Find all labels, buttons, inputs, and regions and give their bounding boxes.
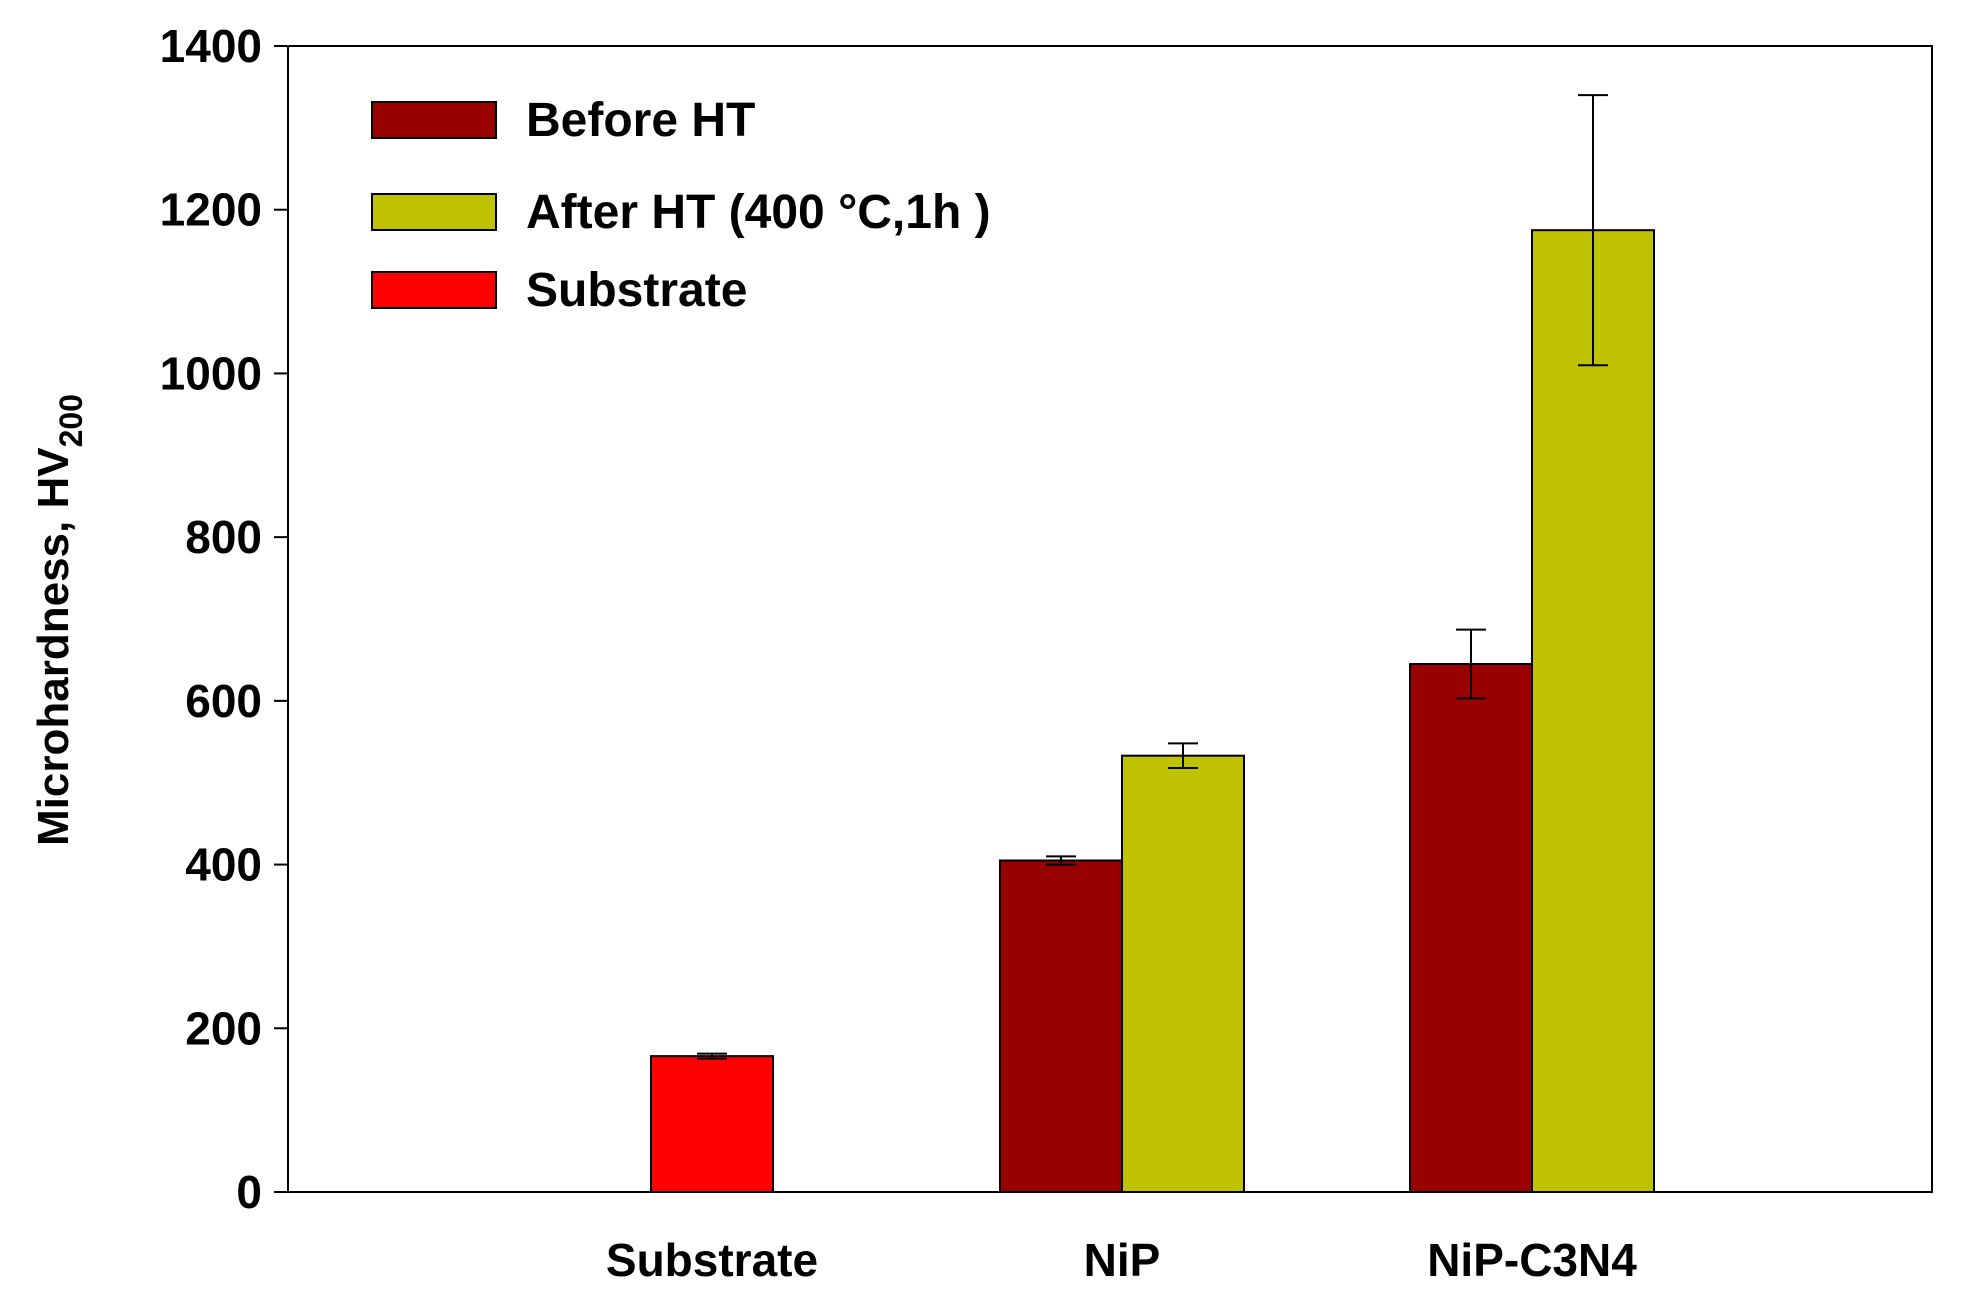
y-tick-label: 1000	[160, 347, 262, 399]
bar	[1121, 754, 1245, 1193]
x-axis: Substrate NiP NiP-C3N4	[606, 1234, 1637, 1286]
legend-label: Before HT	[526, 94, 755, 147]
y-tick-label: 200	[185, 1002, 262, 1054]
bars	[650, 94, 1655, 1194]
y-axis: 0 200 400 600 800 1000 1200 1400	[160, 20, 288, 1218]
legend: Before HT After HT (400 °C,1h ) Substrate	[371, 94, 991, 317]
legend-label: Substrate	[526, 264, 747, 317]
y-tick-label: 600	[185, 675, 262, 727]
y-tick-label: 800	[185, 511, 262, 563]
y-axis-title-text: Microhardness, HV	[29, 447, 78, 846]
y-axis-title: Microhardness, HV200	[29, 394, 89, 846]
y-axis-title-subscript: 200	[53, 394, 89, 447]
y-tick-label: 400	[185, 839, 262, 891]
x-category-label: Substrate	[606, 1234, 818, 1286]
bar	[1409, 663, 1533, 1193]
x-category-label: NiP	[1084, 1234, 1161, 1286]
legend-swatch	[371, 193, 497, 231]
bar	[1531, 229, 1655, 1193]
y-tick-label: 1200	[160, 184, 262, 236]
legend-label: After HT (400 °C,1h )	[526, 186, 991, 239]
bar	[999, 859, 1123, 1193]
x-category-label: NiP-C3N4	[1427, 1234, 1637, 1286]
y-tick-label: 1400	[160, 20, 262, 72]
bar	[650, 1055, 774, 1194]
legend-swatch	[371, 101, 497, 139]
legend-swatch	[371, 271, 497, 309]
y-tick-label: 0	[236, 1166, 262, 1218]
